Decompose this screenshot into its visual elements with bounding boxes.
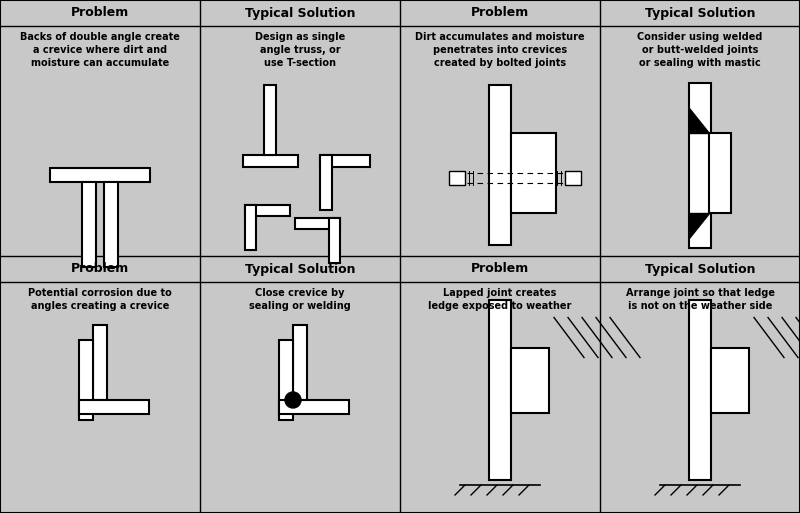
Bar bbox=[295, 218, 340, 229]
Bar bbox=[279, 340, 293, 420]
Bar bbox=[689, 83, 711, 247]
Bar bbox=[689, 300, 711, 480]
Polygon shape bbox=[689, 213, 709, 238]
Bar bbox=[329, 218, 340, 263]
Text: Typical Solution: Typical Solution bbox=[245, 263, 355, 275]
Text: Close crevice by
sealing or welding: Close crevice by sealing or welding bbox=[249, 288, 351, 311]
Bar bbox=[93, 325, 107, 400]
Bar bbox=[82, 182, 96, 267]
Text: Problem: Problem bbox=[71, 263, 129, 275]
Bar bbox=[242, 155, 298, 167]
Text: Typical Solution: Typical Solution bbox=[645, 263, 755, 275]
Bar bbox=[565, 171, 581, 185]
Bar bbox=[79, 340, 93, 420]
Bar bbox=[511, 347, 549, 412]
Bar bbox=[264, 85, 276, 155]
Bar bbox=[79, 400, 149, 414]
Bar bbox=[293, 325, 307, 400]
Bar bbox=[449, 171, 465, 185]
Bar bbox=[489, 85, 511, 245]
Text: Consider using welded
or butt-welded joints
or sealing with mastic: Consider using welded or butt-welded joi… bbox=[638, 32, 762, 68]
Bar bbox=[709, 133, 731, 213]
Text: Problem: Problem bbox=[471, 7, 529, 19]
Text: Typical Solution: Typical Solution bbox=[245, 7, 355, 19]
Bar bbox=[279, 400, 349, 414]
Text: Problem: Problem bbox=[471, 263, 529, 275]
Text: Potential corrosion due to
angles creating a crevice: Potential corrosion due to angles creati… bbox=[28, 288, 172, 311]
Bar bbox=[320, 155, 332, 210]
Bar bbox=[245, 205, 256, 250]
Bar bbox=[320, 155, 370, 167]
Text: Dirt accumulates and moisture
penetrates into crevices
created by bolted joints: Dirt accumulates and moisture penetrates… bbox=[415, 32, 585, 68]
Text: Backs of double angle create
a crevice where dirt and
moisture can accumulate: Backs of double angle create a crevice w… bbox=[20, 32, 180, 68]
Text: Typical Solution: Typical Solution bbox=[645, 7, 755, 19]
Text: Lapped joint creates
ledge exposed to weather: Lapped joint creates ledge exposed to we… bbox=[428, 288, 572, 311]
Polygon shape bbox=[689, 108, 709, 133]
Bar bbox=[245, 205, 290, 216]
Bar bbox=[489, 300, 511, 480]
Bar bbox=[50, 168, 150, 182]
Bar bbox=[104, 182, 118, 267]
Circle shape bbox=[285, 392, 301, 408]
Bar bbox=[711, 347, 749, 412]
Text: Arrange joint so that ledge
is not on the weather side: Arrange joint so that ledge is not on th… bbox=[626, 288, 774, 311]
Bar bbox=[511, 133, 556, 213]
Text: Design as single
angle truss, or
use T-section: Design as single angle truss, or use T-s… bbox=[255, 32, 345, 68]
Text: Problem: Problem bbox=[71, 7, 129, 19]
